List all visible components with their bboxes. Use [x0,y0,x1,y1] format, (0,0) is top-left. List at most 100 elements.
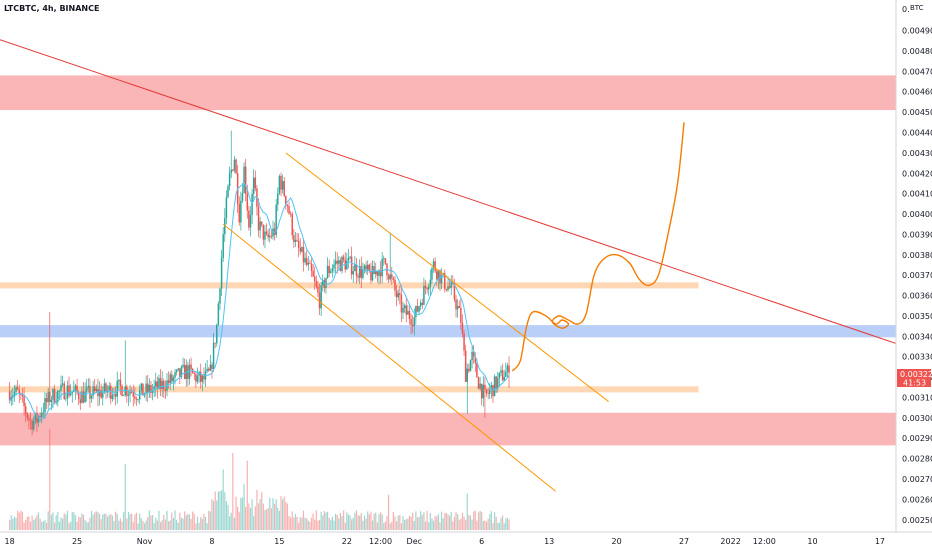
candle [503,370,505,382]
volume-bar [418,516,420,530]
volume-bar [166,510,168,530]
candle-body [53,388,56,403]
volume-bar [285,501,287,530]
candle [132,384,135,407]
volume-bar [65,514,67,530]
candle [493,374,496,397]
candle-body [55,401,57,403]
volume-bar [410,516,412,530]
time-axis[interactable]: 18 25 Nov 8 15 22 12:00 Dec 6 13 20 27 2022 12:00 10 17 [5,537,885,546]
candle [126,384,128,403]
price-axis-bg [896,0,932,532]
candle-body [220,257,223,289]
time-tick-label: 6 [479,537,484,546]
candle-body [480,383,483,399]
candle-body [44,398,46,413]
candle-body [322,280,324,286]
candle-body [159,378,162,389]
candle [177,368,179,372]
candle [501,363,504,382]
volume-bar [452,521,454,530]
candle-body [413,317,416,327]
candle-body [119,379,122,386]
candle-body [484,384,486,390]
time-tick-label: Dec [407,537,422,546]
candle [214,342,216,349]
volume-bar [331,516,333,530]
volume-bar [302,510,305,530]
candle-body [8,391,11,401]
volume-bar [156,520,158,530]
volume-bar [39,518,41,530]
candle-body [458,305,460,308]
candle [36,406,38,433]
settings-label[interactable]: 0. [902,5,910,14]
candle-body [135,398,138,400]
candle-body [498,372,501,378]
volume-bar [256,489,258,530]
volume-bar [386,516,388,530]
projection-path[interactable] [511,122,685,372]
candle [61,375,64,388]
volume-bar [505,518,507,530]
candle-body [476,362,478,378]
volume-bar [94,512,96,530]
volume-bar [143,523,146,530]
candle-body [370,271,372,281]
price-tag-box [897,369,931,387]
candle-body [50,399,53,403]
candle-body [68,385,70,396]
candle-body [387,275,390,280]
candle [68,376,70,398]
candle [76,378,78,396]
volume-bar [79,517,81,530]
candle-body [309,262,311,264]
volume-bar [13,516,16,530]
volume-bar [184,511,186,530]
volume-bar [298,522,300,530]
candle [495,376,497,393]
candle-body [172,377,175,382]
candle [180,364,183,380]
volume-bar [71,512,73,530]
candle [175,368,178,376]
candle [241,182,244,203]
candle [444,269,446,293]
candle [252,169,255,202]
volume-bar [53,522,56,530]
volume-bar [163,514,165,530]
candle-body [371,266,374,281]
volume-bar [317,520,319,530]
candle-body [100,390,102,398]
descending-trendline[interactable] [0,39,897,344]
candle-body [312,270,314,277]
channel-lower-line[interactable] [222,223,556,492]
candle [460,298,462,330]
candle [124,340,126,398]
channel-upper-line[interactable] [285,152,609,402]
candle-body [199,371,202,382]
volume-bar [490,511,492,530]
volume-bar [12,518,14,530]
candle-body [378,270,380,276]
volume-bar [153,522,155,530]
candle-body [150,385,152,393]
candle [383,255,385,266]
candle [142,383,144,396]
candle [466,363,469,414]
price-axis[interactable]: 0.004900 0.004800 0.004700 0.004600 0.004500… [902,27,932,525]
candle-body [447,286,449,291]
volume-bar [381,514,383,530]
candle-body [169,374,171,384]
candle-body [453,283,456,300]
volume-bar [195,523,197,530]
candle [23,387,25,416]
candle [333,258,335,274]
volume-bar [66,510,69,530]
candle-body [47,391,49,403]
volume-bar [492,523,494,530]
price-tick-label: 0.003900 [902,230,932,239]
candle-body [392,278,395,281]
volume-bar [63,513,65,530]
